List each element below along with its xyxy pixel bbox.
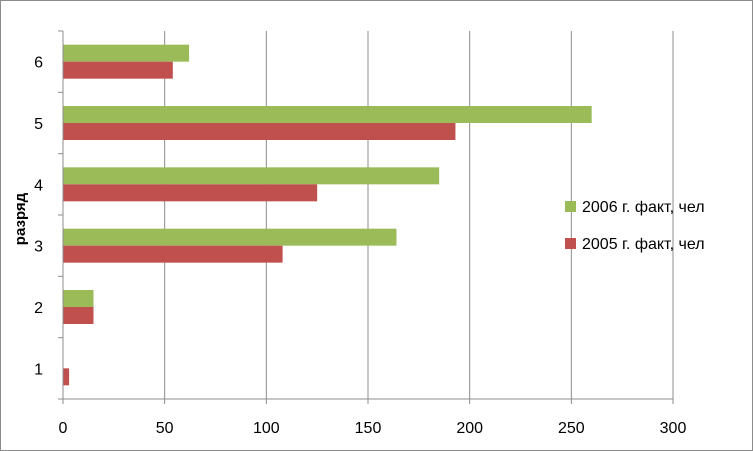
x-tick-label-200: 200	[456, 420, 483, 437]
legend: 2006 г. факт, чел 2005 г. факт, чел	[565, 199, 705, 253]
bar-series1-cat-4	[63, 167, 440, 185]
bar-series1-cat-2	[63, 290, 94, 307]
x-tick-label-50: 50	[156, 420, 174, 437]
bar-series2-cat-4	[63, 184, 318, 202]
bar-series2-cat-6	[63, 61, 173, 79]
legend-label-series1: 2006 г. факт, чел	[582, 199, 705, 216]
y-axis-title: разряд	[12, 192, 29, 245]
x-tick-label-0: 0	[59, 420, 68, 437]
legend-label-series2: 2005 г. факт, чел	[582, 236, 705, 253]
x-tick-label-150: 150	[355, 420, 382, 437]
legend-swatch-series1	[565, 201, 576, 212]
y-tick-label-1: 1	[34, 361, 43, 378]
y-tick-label-4: 4	[34, 177, 43, 194]
bar-series2-cat-2	[63, 307, 94, 324]
x-tick-label-100: 100	[253, 420, 280, 437]
x-tick-labels: 0 50 100 150 200 250 300	[59, 420, 687, 437]
x-tick-label-250: 250	[558, 420, 585, 437]
bars	[63, 44, 592, 386]
bar-series1-cat-6	[63, 44, 190, 62]
y-tick-label-3: 3	[34, 239, 43, 256]
y-tick-label-6: 6	[34, 55, 43, 72]
y-tick-label-5: 5	[34, 116, 43, 133]
gridlines	[164, 31, 674, 399]
axes	[58, 30, 674, 404]
x-tick-label-300: 300	[660, 420, 687, 437]
bar-series2-cat-3	[63, 245, 283, 263]
bar-series2-cat-5	[63, 123, 456, 140]
bar-series2-cat-1	[63, 368, 70, 386]
bar-series1-cat-5	[63, 106, 592, 123]
y-tick-label-2: 2	[34, 300, 43, 317]
y-tick-labels: 1 2 3 4 5 6	[34, 55, 43, 379]
legend-swatch-series2	[565, 238, 576, 249]
bar-series1-cat-3	[63, 228, 397, 246]
